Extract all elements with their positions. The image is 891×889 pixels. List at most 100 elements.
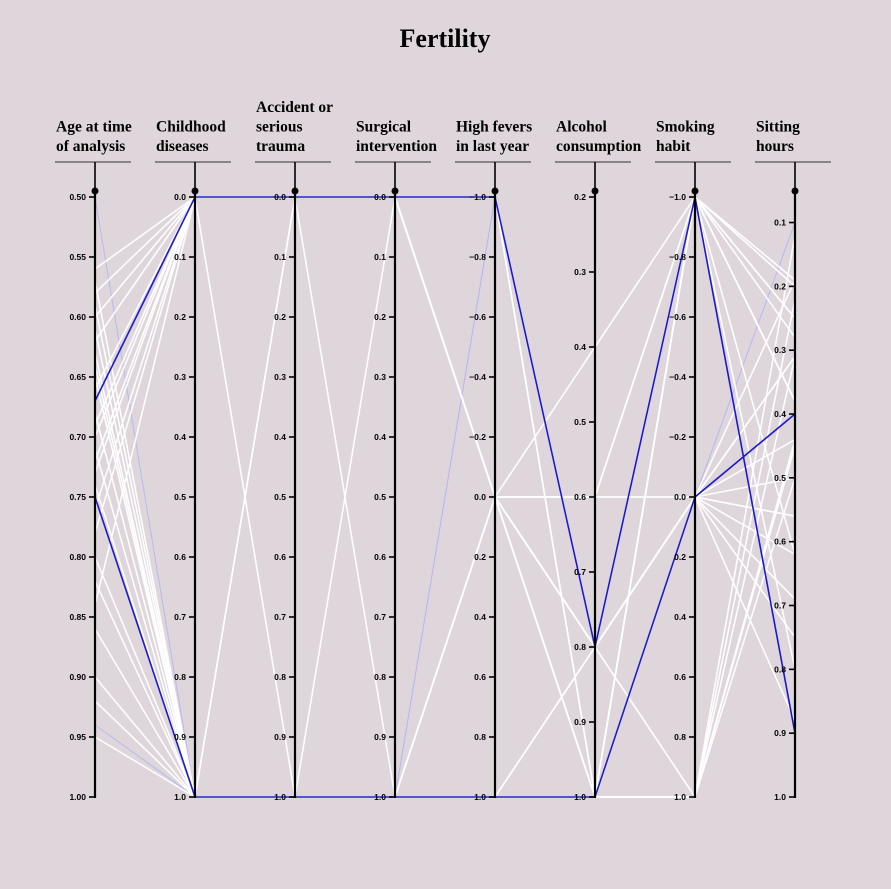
tick-label-sitting-4: 0.5	[774, 473, 786, 483]
tick-label-fevers-10: 1.0	[474, 792, 486, 802]
record-line-0	[94, 196, 796, 734]
tick-label-smoking-2: −0.6	[669, 312, 686, 322]
tick-label-smoking-1: −0.8	[669, 252, 686, 262]
tick-label-age-4: 0.70	[69, 432, 86, 442]
tick-label-age-9: 0.95	[69, 732, 86, 742]
record-line-24	[94, 196, 796, 798]
tick-label-childhood-0: 0.0	[174, 192, 186, 202]
tick-label-fevers-7: 0.4	[474, 612, 486, 622]
tick-label-surgical-7: 0.7	[374, 612, 386, 622]
tick-label-fevers-6: 0.2	[474, 552, 486, 562]
tick-label-age-6: 0.80	[69, 552, 86, 562]
tick-label-fevers-8: 0.6	[474, 672, 486, 682]
record-line-6	[94, 235, 796, 798]
axis-surgical: Surgical intervention 0.0 0.1 0.2 0.3 0.4 0.5 0.…	[355, 119, 437, 802]
tick-label-accident-0: 0.0	[274, 192, 286, 202]
tick-label-smoking-6: 0.2	[674, 552, 686, 562]
tick-label-fevers-4: −0.2	[469, 432, 486, 442]
record-line-11	[94, 448, 796, 798]
axis-smoking: Smoking habit −1.0 −0.8 −0.6 −0.4 −0.2 0.0 0.2 0.…	[655, 119, 731, 802]
axis-label-age-line-0: Age at time	[56, 119, 132, 136]
axis-fevers: High fevers in last year −1.0 −0.8 −0.6 −0.4 −…	[455, 119, 532, 802]
tick-label-surgical-5: 0.5	[374, 492, 386, 502]
tick-label-childhood-1: 0.1	[174, 252, 186, 262]
tick-label-childhood-2: 0.2	[174, 312, 186, 322]
axis-alcohol: Alcohol consumption 0.2 0.3 0.4 0.5 0.6 0.7 0.8 0…	[555, 119, 642, 802]
axis-label-smoking-line-1: habit	[656, 138, 691, 155]
tick-label-surgical-2: 0.2	[374, 312, 386, 322]
tick-label-smoking-7: 0.4	[674, 612, 686, 622]
tick-label-accident-5: 0.5	[274, 492, 286, 502]
tick-label-alcohol-7: 0.9	[574, 717, 586, 727]
tick-label-sitting-0: 0.1	[774, 218, 786, 228]
tick-label-accident-9: 0.9	[274, 732, 286, 742]
record-line-19	[94, 196, 796, 606]
tick-label-accident-1: 0.1	[274, 252, 286, 262]
tick-label-accident-2: 0.2	[274, 312, 286, 322]
tick-label-smoking-0: −1.0	[669, 192, 686, 202]
tick-label-fevers-3: −0.4	[469, 372, 486, 382]
axis-label-age-line-1: of analysis	[56, 138, 125, 155]
tick-label-sitting-1: 0.2	[774, 281, 786, 291]
axis-label-surgical-line-1: intervention	[356, 138, 437, 155]
axis-label-fevers-line-1: in last year	[456, 138, 529, 155]
record-line-9	[94, 196, 796, 650]
axis-childhood: Childhood diseases 0.0 0.1 0.2 0.3 0.4 0.5 0.6 0.…	[155, 119, 231, 802]
axis-label-sitting-line-0: Sitting	[756, 119, 800, 136]
tick-label-sitting-3: 0.4	[774, 409, 786, 419]
tick-label-fevers-9: 0.8	[474, 732, 486, 742]
tick-label-childhood-4: 0.4	[174, 432, 186, 442]
tick-label-accident-8: 0.8	[274, 672, 286, 682]
tick-label-surgical-3: 0.3	[374, 372, 386, 382]
tick-label-surgical-1: 0.1	[374, 252, 386, 262]
axis-label-surgical-line-0: Surgical	[356, 119, 412, 136]
axis-age: Age at time of analysis 0.50 0.55 0.60 0.65 0.…	[55, 119, 132, 802]
record-line-7	[94, 196, 796, 649]
tick-label-smoking-4: −0.2	[669, 432, 686, 442]
record-line-22	[94, 298, 796, 798]
tick-label-smoking-5: 0.0	[674, 492, 686, 502]
axis-label-accident-line-0: Accident or	[256, 99, 333, 116]
axis-label-sitting-line-1: hours	[756, 138, 794, 155]
tick-label-alcohol-2: 0.4	[574, 342, 586, 352]
tick-label-childhood-9: 0.9	[174, 732, 186, 742]
tick-label-surgical-8: 0.8	[374, 672, 386, 682]
tick-label-alcohol-4: 0.6	[574, 492, 586, 502]
record-line-1	[94, 413, 796, 798]
tick-label-age-3: 0.65	[69, 372, 86, 382]
tick-label-childhood-5: 0.5	[174, 492, 186, 502]
record-line-16	[94, 196, 796, 649]
tick-label-surgical-0: 0.0	[374, 192, 386, 202]
tick-label-fevers-2: −0.6	[469, 312, 486, 322]
tick-label-sitting-8: 0.9	[774, 728, 786, 738]
tick-label-surgical-9: 0.9	[374, 732, 386, 742]
axis-label-smoking-line-0: Smoking	[656, 119, 715, 136]
tick-label-childhood-8: 0.8	[174, 672, 186, 682]
tick-label-fevers-1: −0.8	[469, 252, 486, 262]
tick-label-sitting-5: 0.6	[774, 537, 786, 547]
tick-label-age-8: 0.90	[69, 672, 86, 682]
axis-label-accident-line-2: trauma	[256, 138, 305, 155]
tick-label-accident-4: 0.4	[274, 432, 286, 442]
tick-label-alcohol-6: 0.8	[574, 642, 586, 652]
tick-label-age-1: 0.55	[69, 252, 86, 262]
tick-label-age-10: 1.00	[69, 792, 86, 802]
tick-label-sitting-2: 0.3	[774, 345, 786, 355]
tick-label-fevers-0: −1.0	[469, 192, 486, 202]
tick-label-sitting-9: 1.0	[774, 792, 786, 802]
tick-label-accident-3: 0.3	[274, 372, 286, 382]
tick-label-sitting-6: 0.7	[774, 601, 786, 611]
tick-label-childhood-10: 1.0	[174, 792, 186, 802]
tick-label-accident-10: 1.0	[274, 792, 286, 802]
tick-label-age-7: 0.85	[69, 612, 86, 622]
tick-label-alcohol-5: 0.7	[574, 567, 586, 577]
tick-label-childhood-7: 0.7	[174, 612, 186, 622]
chart-title: Fertility	[400, 24, 491, 53]
tick-label-alcohol-3: 0.5	[574, 417, 586, 427]
tick-label-age-5: 0.75	[69, 492, 86, 502]
record-line-18	[94, 477, 796, 799]
axis-label-accident-line-1: serious	[256, 119, 303, 136]
tick-label-age-0: 0.50	[69, 192, 86, 202]
axis-label-alcohol-line-0: Alcohol	[556, 119, 608, 136]
